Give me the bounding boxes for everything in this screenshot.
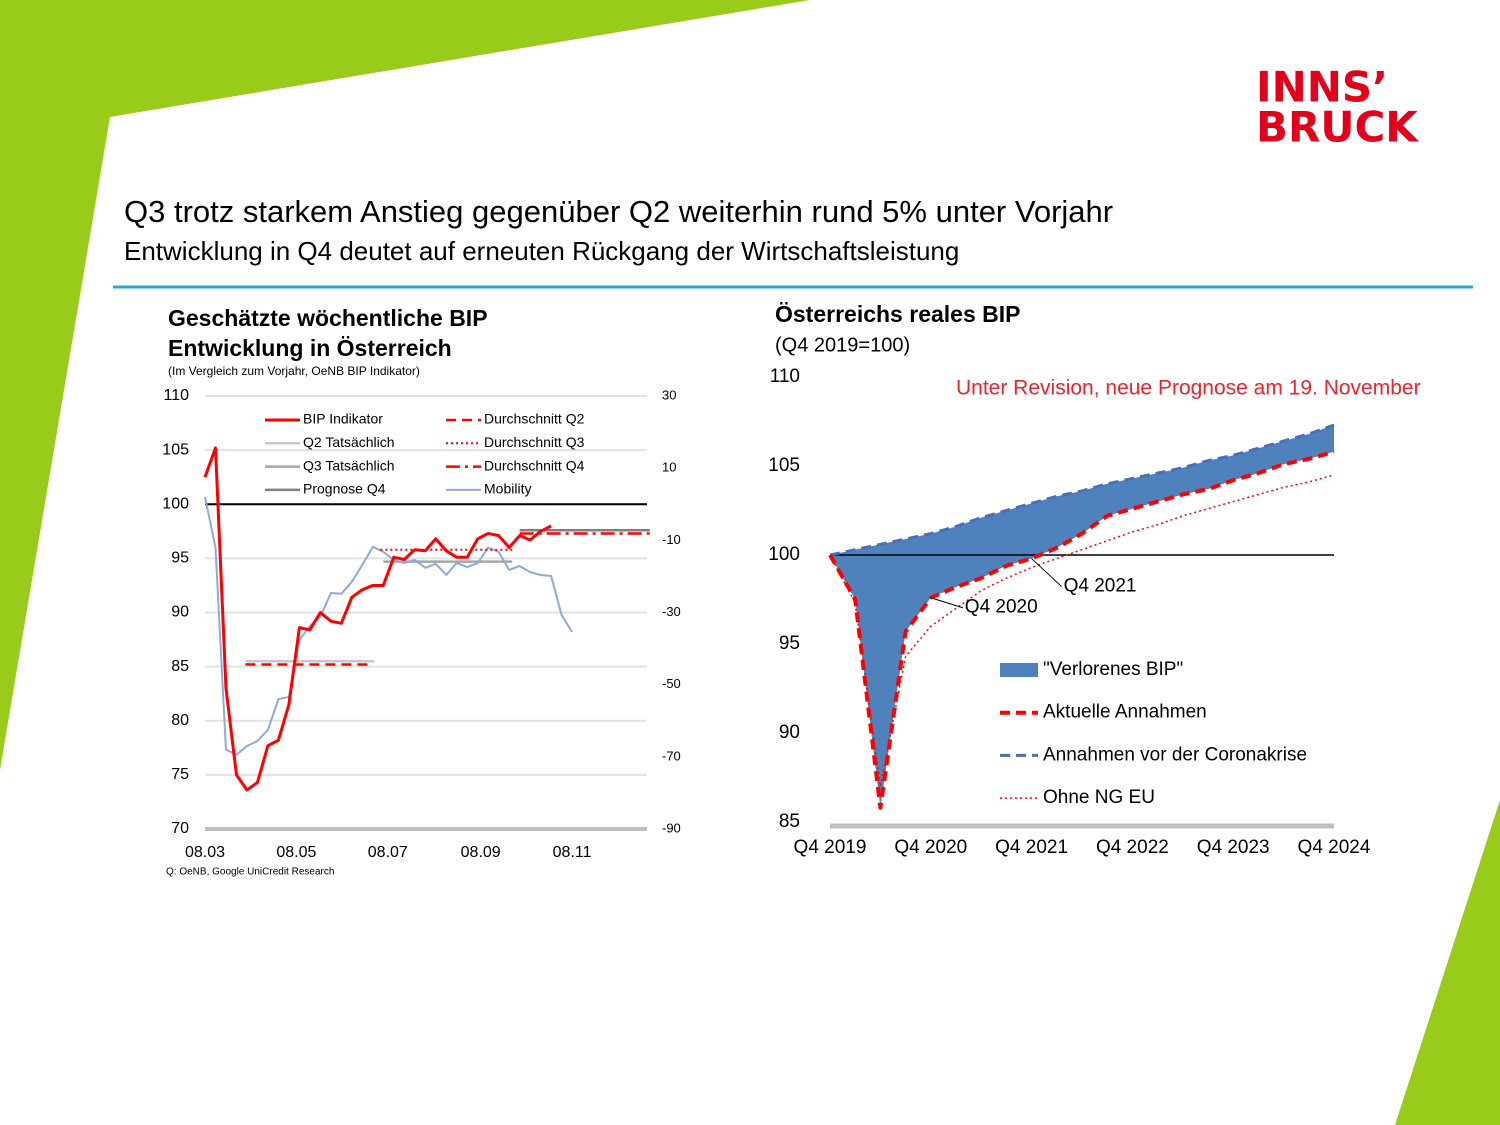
legend-label: Q2 Tatsächlich [303, 434, 395, 450]
legend-label: Annahmen vor der Coronakrise [1043, 744, 1307, 765]
y-tick-label: 75 [171, 766, 189, 783]
y-tick-label: 85 [171, 658, 189, 675]
x-tick-label: 08.03 [185, 844, 225, 861]
note: Unter Revision, neue Prognose am 19. Nov… [956, 377, 1421, 400]
legend-label: Ohne NG EU [1043, 787, 1155, 808]
y-tick-label: 110 [163, 387, 189, 404]
slide-subtitle: Entwicklung in Q4 deutet auf erneuten Rü… [124, 236, 959, 266]
y-tick-label: 110 [770, 366, 800, 387]
y2-tick-label: -70 [662, 748, 681, 763]
legend-label: "Verlorenes BIP" [1043, 659, 1183, 680]
y-tick-label: 105 [768, 455, 800, 476]
y-tick-label: 95 [779, 633, 800, 654]
chart-title: Geschätzte wöchentliche BIP [168, 305, 488, 331]
y-tick-label: 80 [171, 712, 189, 729]
chart-title: Österreichs reales BIP [775, 301, 1020, 327]
y-tick-label: 85 [779, 811, 800, 832]
y-tick-label: 95 [171, 550, 189, 567]
legend-label: Durchschnitt Q3 [484, 434, 585, 450]
x-tick-label: Q4 2021 [995, 837, 1068, 858]
x-tick-label: 08.09 [461, 844, 501, 861]
line-series [204, 496, 573, 756]
y-tick-label: 105 [162, 441, 189, 458]
logo: INNS’ [1256, 63, 1388, 112]
legend-label: Q3 Tatsächlich [303, 457, 395, 473]
y2-tick-label: -90 [662, 820, 681, 835]
legend-swatch [1000, 663, 1038, 677]
x-tick-label: 08.05 [276, 844, 316, 861]
chart-title: Entwicklung in Österreich [168, 335, 452, 361]
y2-tick-label: -10 [662, 532, 681, 547]
y-tick-label: 70 [171, 820, 189, 837]
area-between [830, 425, 1334, 808]
legend-label: Durchschnitt Q2 [484, 411, 585, 427]
legend-label: BIP Indikator [303, 411, 383, 427]
y-tick-label: 100 [768, 544, 800, 565]
slide-title: Q3 trotz starkem Anstieg gegenüber Q2 we… [124, 194, 1113, 229]
y-tick-label: 100 [162, 495, 189, 512]
legend-label: Mobility [484, 481, 531, 497]
x-tick-label: 08.11 [553, 844, 592, 861]
x-tick-label: 08.07 [368, 844, 408, 861]
source: Q: OeNB, Google UniCredit Research [166, 867, 334, 878]
chart-subtitle: (Im Vergleich zum Vorjahr, OeNB BIP Indi… [168, 364, 420, 378]
chart-subtitle: (Q4 2019=100) [775, 334, 910, 356]
y2-tick-label: 30 [662, 387, 676, 402]
green-shape [1395, 800, 1500, 1125]
line-series [829, 423, 1335, 557]
y-tick-label: 90 [171, 604, 189, 621]
annotation: Q4 2020 [965, 597, 1038, 618]
x-tick-label: Q4 2020 [894, 837, 967, 858]
legend-label: Aktuelle Annahmen [1043, 702, 1207, 723]
annotation: Q4 2021 [1064, 576, 1137, 597]
line-series [829, 474, 1335, 788]
line-series [203, 446, 552, 792]
logo: BRUCK [1256, 103, 1419, 152]
x-tick-label: Q4 2019 [794, 837, 867, 858]
y-tick-label: 90 [779, 722, 800, 743]
y2-tick-label: -50 [662, 676, 681, 691]
legend-label: Durchschnitt Q4 [484, 457, 585, 473]
x-tick-label: Q4 2023 [1197, 837, 1270, 858]
legend-label: Prognose Q4 [303, 481, 386, 497]
line-series [828, 449, 1335, 810]
x-tick-label: Q4 2024 [1298, 837, 1371, 858]
x-tick-label: Q4 2022 [1096, 837, 1169, 858]
annotation-leader [1031, 558, 1062, 587]
y2-tick-label: -30 [662, 604, 681, 619]
y2-tick-label: 10 [662, 460, 676, 475]
annotation-leader [930, 597, 963, 609]
green-shape [0, 0, 810, 770]
